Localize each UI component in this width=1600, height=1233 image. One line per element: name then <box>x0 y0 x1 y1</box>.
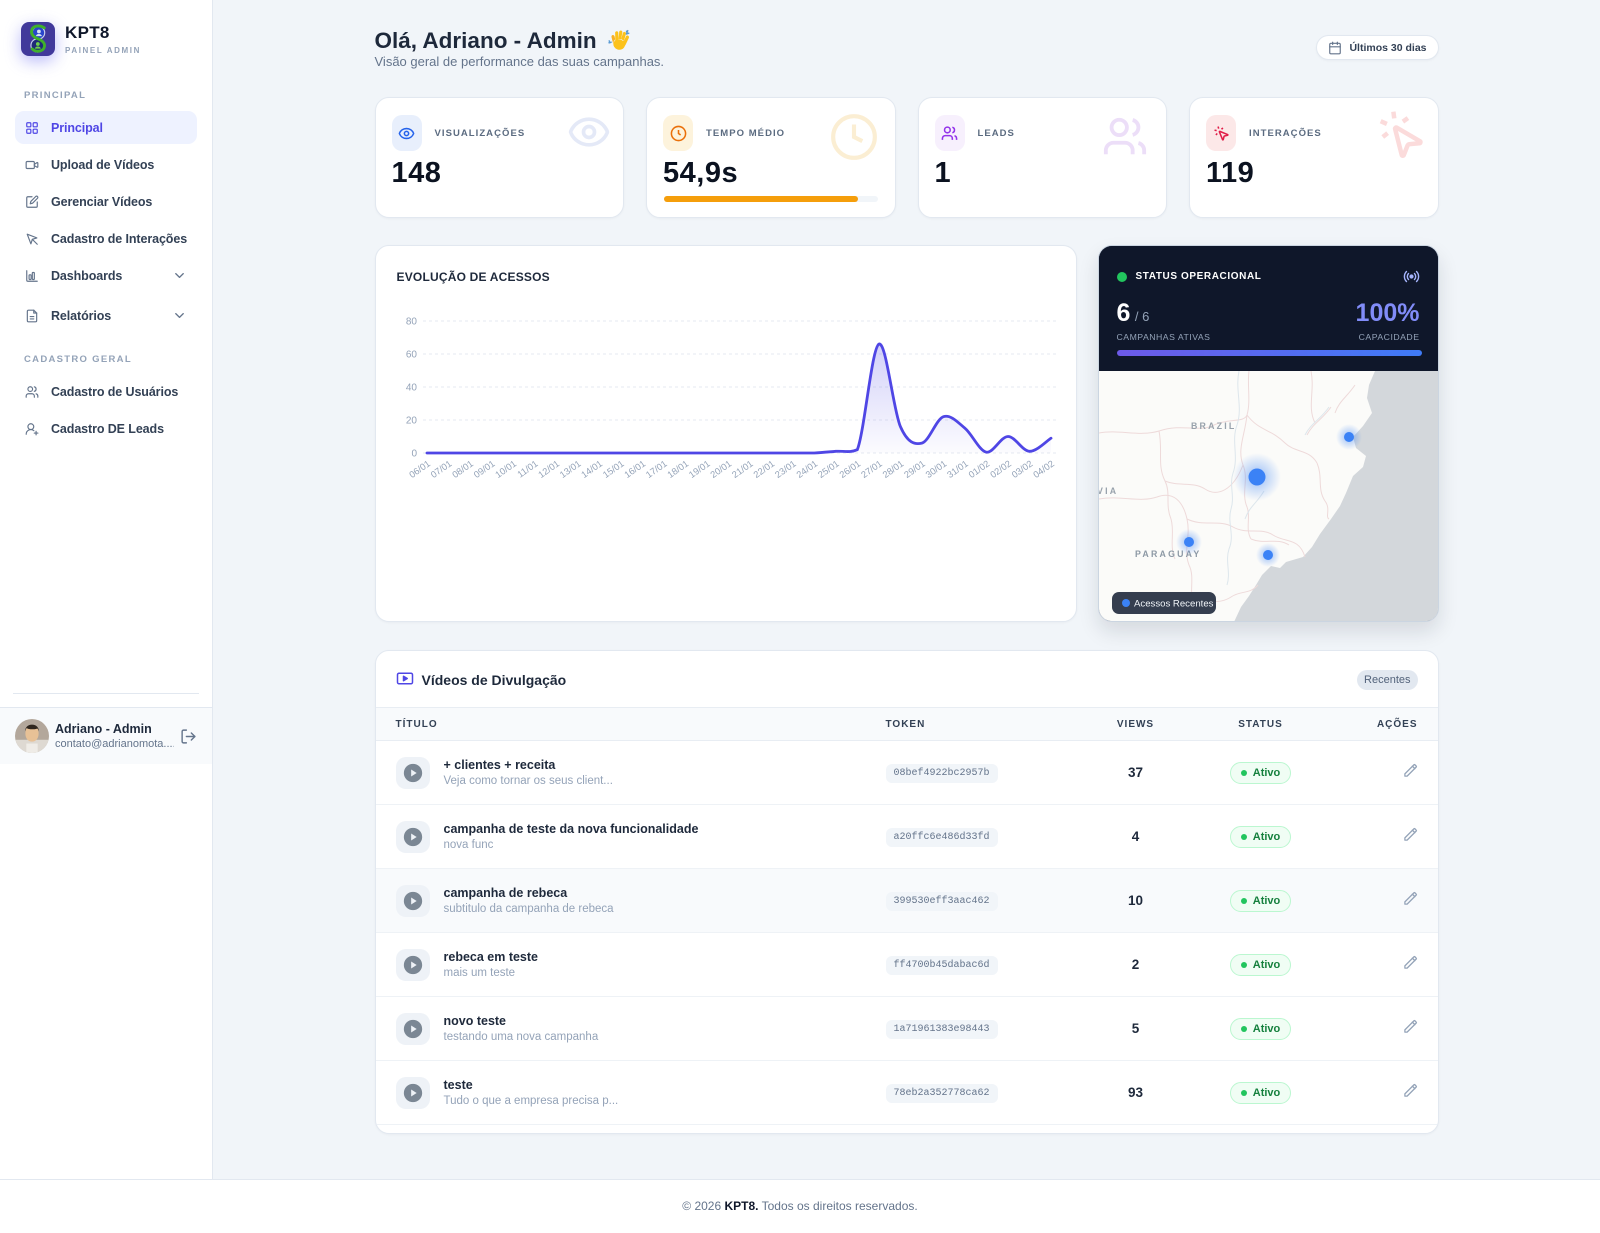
svg-text:10/01: 10/01 <box>493 458 518 480</box>
svg-text:23/01: 23/01 <box>773 458 798 480</box>
svg-text:BRAZIL: BRAZIL <box>1191 421 1236 431</box>
svg-text:12/01: 12/01 <box>536 458 561 480</box>
svg-text:VIA: VIA <box>1099 486 1118 496</box>
svg-text:25/01: 25/01 <box>816 458 841 480</box>
svg-text:20: 20 <box>405 416 417 427</box>
svg-text:24/01: 24/01 <box>794 458 819 480</box>
svg-text:06/01: 06/01 <box>407 458 432 480</box>
svg-text:Acessos Recentes: Acessos Recentes <box>1134 599 1214 610</box>
svg-text:13/01: 13/01 <box>557 458 582 480</box>
svg-text:31/01: 31/01 <box>945 458 970 480</box>
svg-text:11/01: 11/01 <box>515 458 539 479</box>
svg-text:40: 40 <box>405 383 417 394</box>
svg-text:60: 60 <box>405 350 417 361</box>
svg-text:04/02: 04/02 <box>1031 458 1056 480</box>
svg-text:20/01: 20/01 <box>708 458 733 480</box>
svg-text:15/01: 15/01 <box>601 458 626 480</box>
svg-text:14/01: 14/01 <box>579 458 604 480</box>
svg-text:30/01: 30/01 <box>923 458 948 480</box>
svg-text:07/01: 07/01 <box>428 458 453 480</box>
svg-text:19/01: 19/01 <box>687 458 712 480</box>
svg-text:09/01: 09/01 <box>471 458 496 480</box>
svg-text:17/01: 17/01 <box>644 458 669 480</box>
svg-text:21/01: 21/01 <box>730 458 755 480</box>
svg-text:03/02: 03/02 <box>1009 458 1034 480</box>
svg-text:28/01: 28/01 <box>880 458 905 480</box>
svg-text:18/01: 18/01 <box>665 458 690 480</box>
svg-text:02/02: 02/02 <box>988 458 1013 480</box>
svg-text:80: 80 <box>405 317 417 328</box>
svg-text:0: 0 <box>411 449 417 460</box>
svg-text:16/01: 16/01 <box>622 458 647 480</box>
svg-text:27/01: 27/01 <box>859 458 884 480</box>
svg-text:01/02: 01/02 <box>966 458 991 480</box>
svg-text:PARAGUAY: PARAGUAY <box>1135 549 1201 559</box>
svg-text:26/01: 26/01 <box>837 458 862 480</box>
svg-text:08/01: 08/01 <box>450 458 475 480</box>
svg-text:22/01: 22/01 <box>751 458 776 480</box>
svg-text:29/01: 29/01 <box>902 458 927 480</box>
